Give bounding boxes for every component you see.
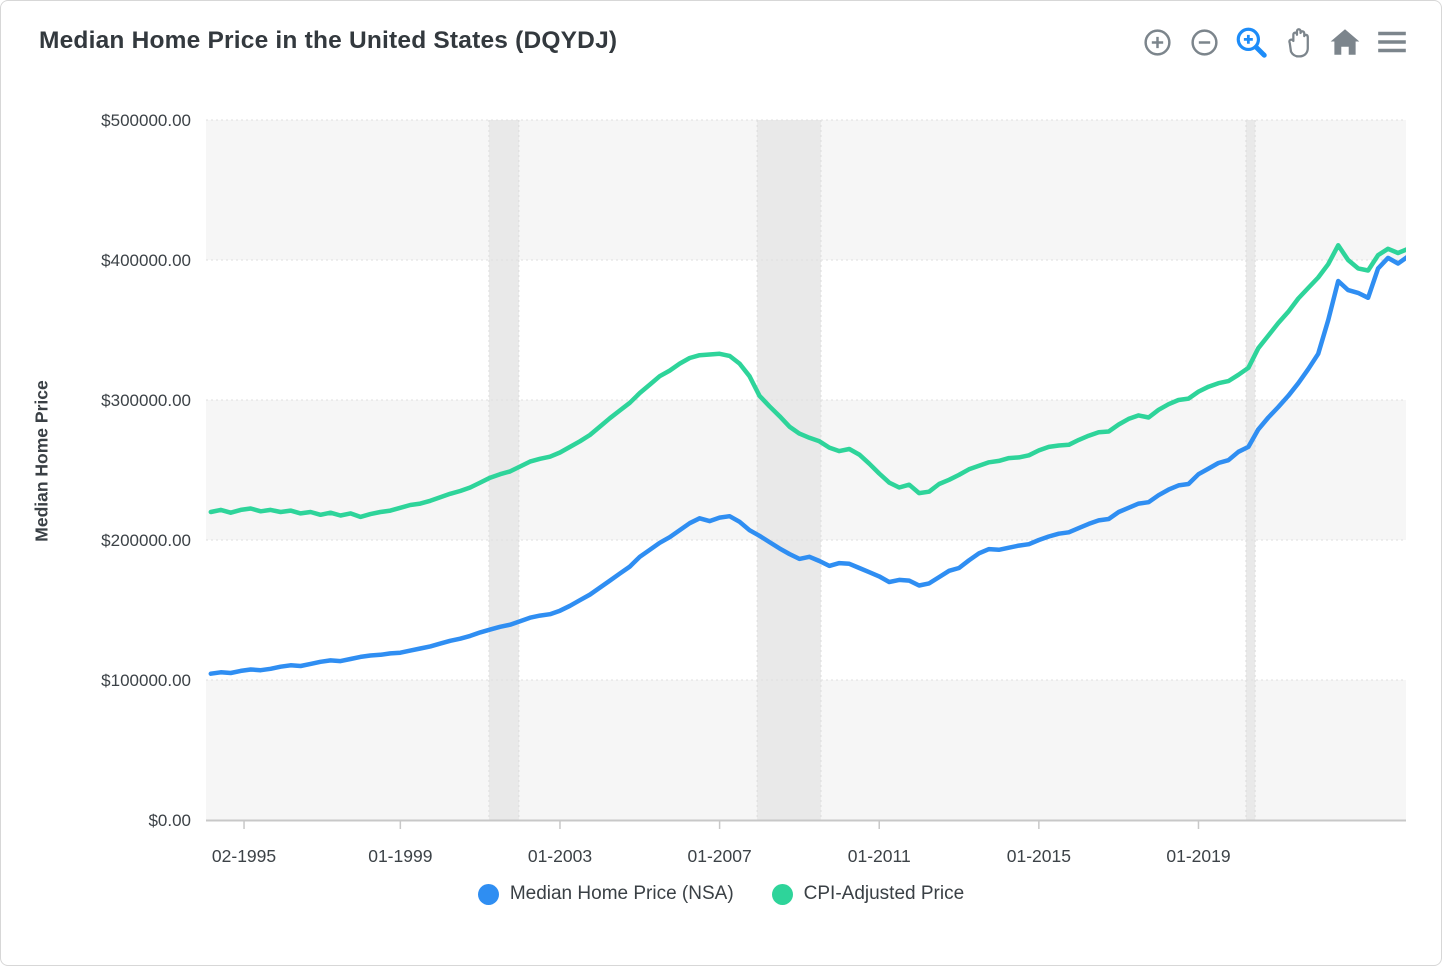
zoom-select-icon [1234,25,1268,59]
y-tick-label: $500000.00 [101,111,191,130]
y-tick-label: $300000.00 [101,391,191,410]
legend-label-nsa: Median Home Price (NSA) [509,883,734,904]
zoom-in-button[interactable] [1138,23,1176,61]
chart-legend: Median Home Price (NSA) CPI-Adjusted Pri… [1,883,1441,905]
x-tick-label: 01-2003 [528,846,592,866]
plot-area[interactable] [206,120,1406,820]
x-tick-label: 01-2019 [1166,846,1230,866]
pan-button[interactable] [1279,23,1317,61]
y-tick-label: $400000.00 [101,251,191,270]
home-icon [1328,25,1362,59]
pan-hand-icon [1282,26,1315,59]
x-tick-label: 01-2007 [687,846,751,866]
chart-toolbar [1138,23,1411,61]
menu-icon [1375,25,1409,59]
x-tick-label: 01-2011 [848,846,911,866]
x-tick-label: 01-1999 [368,846,432,866]
y-axis-title: Median Home Price [31,380,52,542]
x-tick-label: 02-1995 [212,846,276,866]
legend-label-cpi: CPI-Adjusted Price [803,883,965,904]
legend-item-nsa[interactable]: Median Home Price (NSA) [477,883,734,905]
zoom-select-button[interactable] [1232,23,1270,61]
zoom-in-icon [1141,26,1174,59]
x-tick-label: 01-2015 [1007,846,1071,866]
cpi-series-dot-icon [771,883,793,905]
zoom-out-button[interactable] [1185,23,1223,61]
page-title: Median Home Price in the United States (… [39,27,618,54]
menu-button[interactable] [1373,23,1411,61]
y-tick-label: $100000.00 [101,671,191,690]
nsa-series-dot-icon [477,883,499,905]
y-tick-label: $200000.00 [101,531,191,550]
home-button[interactable] [1326,23,1364,61]
legend-item-cpi[interactable]: CPI-Adjusted Price [771,883,965,905]
y-tick-label: $0.00 [148,811,191,830]
zoom-out-icon [1188,26,1221,59]
